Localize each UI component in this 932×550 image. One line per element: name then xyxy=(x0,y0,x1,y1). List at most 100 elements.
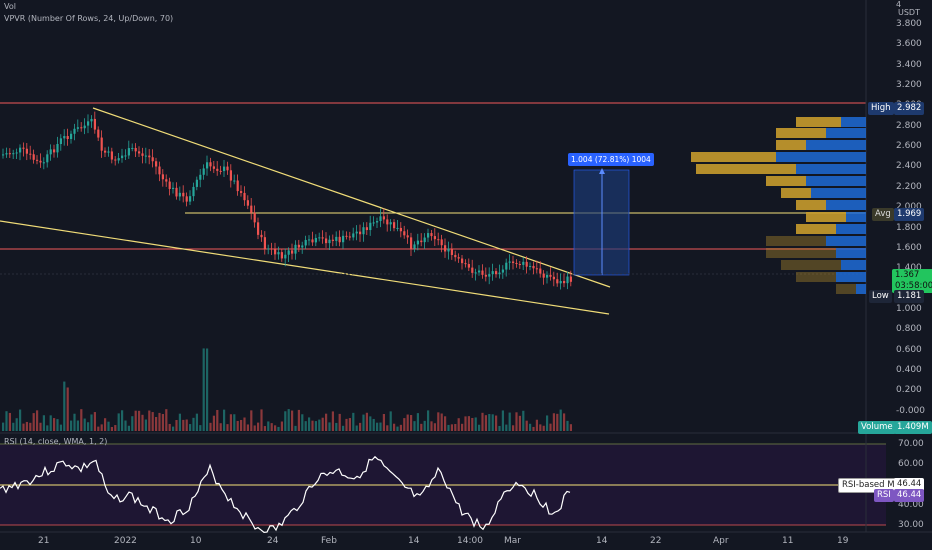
vpvr-bar-down xyxy=(781,188,811,198)
vpvr-bar-up xyxy=(796,164,866,174)
candle xyxy=(406,235,409,238)
time-tick: 14 xyxy=(408,536,420,546)
candle xyxy=(19,147,22,153)
candle xyxy=(311,239,314,243)
volume-bar xyxy=(161,414,164,431)
high-value-tag: 2.982 xyxy=(894,102,925,115)
rsi-legend[interactable]: RSI (14, close, WMA, 1, 2) xyxy=(4,437,108,446)
time-tick: 21 xyxy=(38,536,50,546)
time-axis[interactable]: 21 2022 10 24 Feb 14 14:00 Mar 14 22 Apr 11 19 xyxy=(0,533,932,550)
candle xyxy=(63,136,66,139)
volume-bar xyxy=(318,419,321,431)
volume-bar xyxy=(53,418,56,431)
volume-bar xyxy=(505,424,508,431)
axis-top-label: 4 xyxy=(896,0,902,9)
candle xyxy=(121,155,124,159)
candle xyxy=(563,280,566,284)
candle xyxy=(274,249,277,255)
candle xyxy=(36,159,39,161)
candle xyxy=(287,250,290,255)
price-tick: 0.600 xyxy=(896,344,922,355)
volume-bar xyxy=(467,416,470,431)
candle xyxy=(148,155,151,158)
candle xyxy=(138,151,141,154)
candle xyxy=(233,180,236,182)
measure-label[interactable]: 1.004 (72.81%) 1004 xyxy=(568,153,654,166)
volume-bar xyxy=(110,426,113,431)
volume-bar xyxy=(532,426,535,431)
vpvr-bar-up xyxy=(776,152,866,162)
price-tick: 0.400 xyxy=(896,364,922,375)
candle xyxy=(518,264,521,266)
volume-bar xyxy=(131,416,134,431)
volume-bar xyxy=(542,425,545,431)
wedge-lower-trendline[interactable] xyxy=(0,220,610,315)
vpvr-bar-down xyxy=(766,176,806,186)
volume-bar xyxy=(114,425,117,431)
candle xyxy=(321,237,324,239)
vpvr-bar-up xyxy=(826,236,866,246)
volume-bar xyxy=(549,423,552,431)
time-tick: 14 xyxy=(596,536,608,546)
candle xyxy=(369,222,372,231)
candle xyxy=(549,274,552,277)
candle xyxy=(566,276,569,284)
candle xyxy=(161,174,164,180)
candle xyxy=(529,265,532,267)
volume-bar xyxy=(314,421,317,431)
candle xyxy=(80,127,83,129)
vol-legend[interactable]: Vol xyxy=(4,2,16,11)
candle xyxy=(535,268,538,270)
rsi-tick: 40.00 xyxy=(898,499,924,510)
candle xyxy=(552,276,555,280)
last-price-tag: 1.367 03:58:00 xyxy=(892,269,932,293)
vpvr-bar-up xyxy=(811,188,866,198)
candle xyxy=(532,265,535,269)
candle xyxy=(491,271,494,275)
volume-bar xyxy=(525,420,528,431)
candle xyxy=(314,237,317,243)
candle xyxy=(352,233,355,238)
vpvr-legend[interactable]: VPVR (Number Of Rows, 24, Up/Down, 70) xyxy=(4,14,174,23)
candle xyxy=(546,274,549,278)
price-axis[interactable]: 4 USDT 3.8003.6003.4003.2003.0002.8002.6… xyxy=(866,0,932,532)
candle xyxy=(240,191,243,193)
volume-bar xyxy=(369,416,372,431)
candle xyxy=(202,168,205,175)
candle xyxy=(260,234,263,238)
volume-bar xyxy=(355,425,358,431)
volume-bar xyxy=(233,414,236,431)
vpvr-histogram xyxy=(691,117,866,294)
measure-arrow-head xyxy=(599,168,605,174)
candle xyxy=(15,152,18,154)
candle xyxy=(199,174,202,180)
volume-bar xyxy=(291,410,294,431)
candle xyxy=(301,245,304,248)
volume-bar xyxy=(386,425,389,431)
vpvr-bar-up xyxy=(841,117,866,127)
volume-bar xyxy=(321,417,324,431)
rsi-tick: 30.00 xyxy=(898,519,924,530)
volume-bar xyxy=(304,421,307,431)
volume-bar xyxy=(515,412,518,431)
candle xyxy=(25,148,28,154)
volume-bar xyxy=(559,409,562,431)
candle xyxy=(365,227,368,231)
candle xyxy=(338,236,341,243)
volume-bar xyxy=(76,420,79,431)
price-tick: 0.200 xyxy=(896,385,922,396)
volume-bar xyxy=(379,422,382,431)
volume-bar xyxy=(563,413,566,431)
candle xyxy=(124,155,127,157)
wedge-upper-trendline[interactable] xyxy=(92,107,611,288)
high-tag: High xyxy=(868,102,894,115)
volume-bar xyxy=(437,412,440,431)
candle xyxy=(498,272,501,275)
candle xyxy=(525,261,528,267)
volume-bar xyxy=(297,409,300,431)
candle xyxy=(56,144,59,153)
volume-bar xyxy=(39,422,42,431)
volume-bar xyxy=(556,413,559,431)
volume-bar xyxy=(474,417,477,431)
